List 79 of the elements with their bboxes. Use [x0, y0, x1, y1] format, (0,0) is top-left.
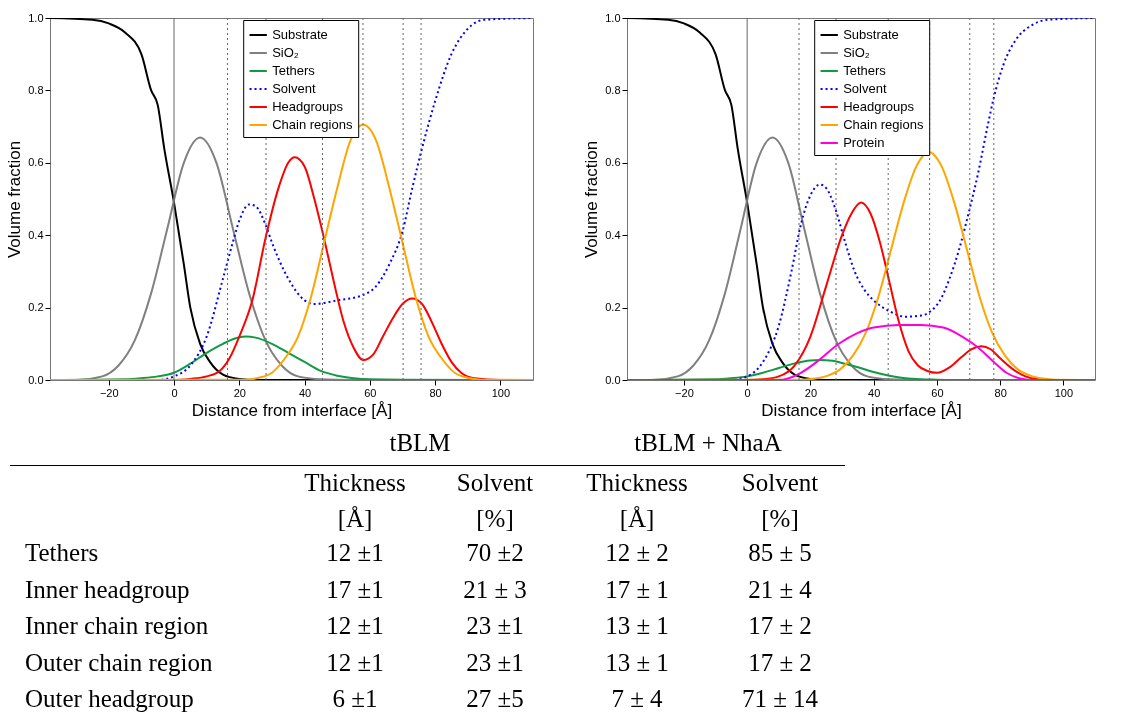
- x-tick-label: 0: [744, 386, 751, 399]
- legend-label: Headgroups: [272, 99, 344, 114]
- legend-label: Tethers: [843, 63, 887, 78]
- x-axis-title: Distance from interface [Å]: [761, 400, 962, 420]
- text: 85 ± 5: [748, 539, 812, 566]
- legend-label: Headgroups: [843, 99, 915, 114]
- text: 12 ±1: [326, 648, 384, 676]
- text: 12 ± 2: [605, 539, 669, 566]
- line-series: [627, 323, 1095, 380]
- text: Solvent: [741, 469, 819, 496]
- y-tick-label: 1.0: [605, 11, 621, 24]
- x-tick-label: −20: [99, 386, 119, 399]
- y-tick-label: 0.4: [605, 228, 621, 241]
- y-tick-label: 1.0: [28, 11, 44, 24]
- y-tick-label: 0.2: [28, 301, 44, 314]
- text: 70 ±2: [466, 539, 524, 566]
- y-axis-title: Volume fraction: [582, 140, 602, 259]
- legend-label: Solvent: [272, 81, 316, 96]
- legend-label: Substrate: [843, 27, 899, 42]
- x-tick-label: 20: [233, 386, 246, 399]
- text: 13 ± 1: [605, 612, 669, 639]
- text: 7 ± 4: [611, 685, 663, 712]
- text: Outer headgroup: [25, 685, 194, 712]
- text: tBLM + NhaA: [634, 429, 782, 456]
- legend-label: Chain regions: [843, 117, 924, 132]
- text: 13 ± 1: [605, 648, 669, 676]
- y-tick-label: 0.8: [605, 83, 621, 96]
- x-tick-label: 40: [298, 386, 312, 399]
- text: [%]: [761, 505, 799, 532]
- legend-label: Tethers: [272, 63, 316, 78]
- legend-label: Chain regions: [272, 117, 353, 132]
- text: 17 ±1: [326, 575, 384, 603]
- text: 12 ±1: [326, 612, 384, 639]
- x-tick-label: 80: [429, 386, 442, 399]
- text: 17 ± 1: [605, 575, 669, 603]
- text: tBLM: [389, 429, 451, 456]
- text: [%]: [476, 505, 514, 532]
- text: 6 ±1: [332, 685, 378, 712]
- legend-label: Protein: [843, 135, 885, 150]
- text: Inner chain region: [25, 612, 209, 639]
- x-tick-label: 100: [1054, 386, 1074, 399]
- legend-label: SiO₂: [272, 45, 299, 60]
- text: Solvent: [456, 469, 534, 496]
- text: Tethers: [25, 539, 99, 566]
- x-tick-label: 80: [994, 386, 1007, 399]
- text: [Å]: [619, 505, 655, 532]
- text: 27 ±5: [466, 685, 524, 712]
- y-axis-title: Volume fraction: [5, 140, 25, 259]
- y-tick-label: 0.0: [605, 373, 621, 386]
- text: 23 ±1: [466, 612, 524, 639]
- text: 17 ± 2: [748, 648, 812, 676]
- x-tick-label: 0: [171, 386, 178, 399]
- text: 21 ± 4: [748, 575, 812, 603]
- text: [Å]: [337, 505, 373, 532]
- text: 12 ±1: [326, 539, 384, 566]
- x-tick-label: 40: [868, 386, 881, 399]
- y-tick-label: 0.6: [605, 156, 621, 169]
- y-tick-label: 0.6: [28, 156, 44, 169]
- text: 23 ±1: [466, 648, 524, 676]
- legend-label: SiO₂: [843, 45, 870, 60]
- legend-label: Substrate: [272, 27, 328, 42]
- x-tick-label: 100: [491, 386, 511, 399]
- text: Inner headgroup: [25, 575, 190, 603]
- x-tick-label: −20: [675, 386, 694, 399]
- x-tick-label: 60: [931, 386, 944, 399]
- y-tick-label: 0.8: [28, 83, 44, 96]
- text: Thickness: [586, 469, 688, 496]
- text: 21 ± 3: [463, 575, 527, 603]
- x-tick-label: 20: [804, 386, 818, 399]
- y-tick-label: 0.4: [28, 228, 44, 241]
- text: Thickness: [304, 469, 406, 496]
- legend-label: Solvent: [843, 81, 887, 96]
- text: Outer chain region: [25, 648, 213, 676]
- y-tick-label: 0.0: [28, 373, 44, 386]
- text: 71 ± 14: [741, 685, 819, 712]
- y-tick-label: 0.2: [605, 301, 621, 314]
- text: 17 ± 2: [748, 612, 812, 639]
- x-axis-title: Distance from interface [Å]: [191, 400, 393, 420]
- x-tick-label: 60: [364, 386, 377, 399]
